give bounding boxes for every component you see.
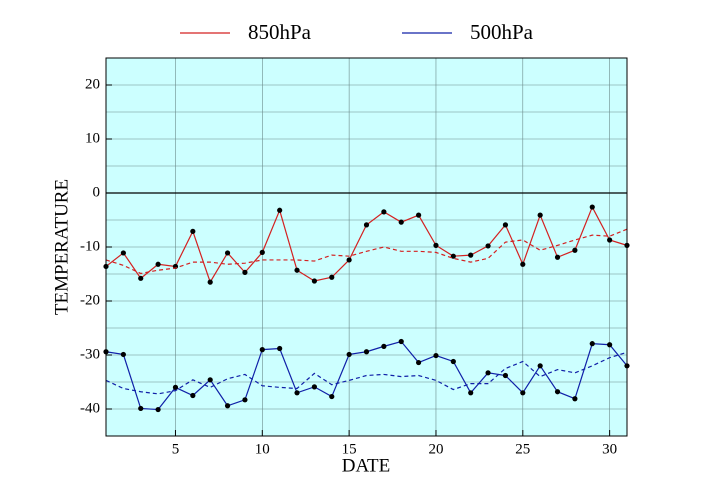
point [329,274,335,280]
plot-frame [105,57,628,437]
point [468,252,474,258]
point [398,219,404,225]
point [294,267,300,273]
point [346,257,352,263]
point [520,390,526,396]
point [468,390,474,396]
point [433,352,439,359]
point [363,349,370,355]
point [520,261,526,267]
point [120,250,126,256]
point [381,343,387,349]
x-axis-label: DATE [342,455,391,476]
y-axis-label: TEMPERATURE [51,179,72,315]
point [224,403,231,409]
point [572,396,578,402]
point [329,393,335,400]
point [172,384,179,390]
point [259,347,265,353]
point [207,377,213,383]
point [138,405,144,412]
point [537,212,543,218]
point [502,222,509,228]
point [311,384,317,390]
point [502,372,509,379]
legend-label: 850hPa [248,20,312,44]
point [242,397,248,403]
point [311,278,317,284]
point [381,209,387,215]
point [398,338,404,345]
point [589,204,595,210]
y-tick-label: 0 [93,184,101,200]
y-tick-label: 20 [85,76,100,92]
point [450,358,456,365]
point [485,243,491,249]
point [277,345,283,352]
point [259,249,265,255]
point [416,359,422,366]
y-tick-label: -30 [80,346,100,362]
point [433,242,439,248]
point [572,247,578,253]
x-tick-label: 25 [515,441,530,457]
point [242,269,248,275]
x-tick-label: 30 [602,441,617,457]
point [277,207,283,213]
point [294,390,300,396]
point [346,351,352,358]
point [485,370,491,376]
point [554,254,561,260]
point [120,351,126,358]
point [450,253,456,259]
point [416,212,422,218]
y-tick-label: -40 [80,400,100,416]
point [363,222,370,228]
point [155,261,161,267]
x-tick-label: 20 [428,441,443,457]
point [138,275,144,281]
legend-label: 500hPa [470,20,534,44]
x-tick-label: 15 [342,441,357,457]
y-tick-label: -20 [80,292,100,308]
point [224,250,231,256]
point [207,279,213,285]
y-tick-label: 10 [85,130,100,146]
y-tick-label: -10 [80,238,100,254]
point [537,363,543,369]
point [589,341,595,347]
point [607,342,613,348]
point [190,392,196,399]
point [155,406,161,413]
point [554,389,561,395]
point [607,237,613,243]
dashed-line [105,351,628,395]
dashed-line [105,228,628,275]
x-tick-label: 10 [255,441,270,457]
point [190,228,196,234]
x-tick-label: 5 [172,441,180,457]
